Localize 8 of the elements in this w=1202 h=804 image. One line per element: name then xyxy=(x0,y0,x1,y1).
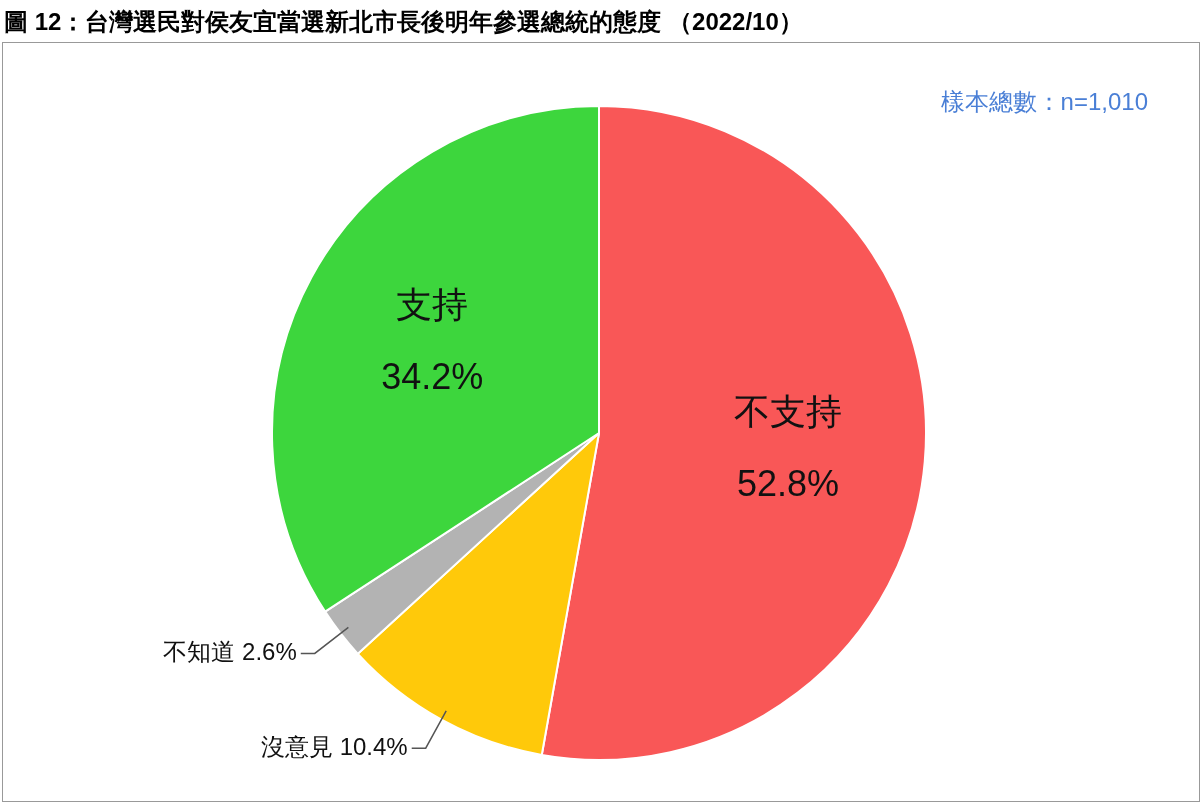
chart-title: 圖 12：台灣選民對侯友宜當選新北市長後明年參選總統的態度 （2022/10） xyxy=(4,7,803,37)
slice-label: 不知道 2.6% xyxy=(163,638,297,666)
slice-label: 沒意見 10.4% xyxy=(260,732,408,760)
slice-label: 不支持 xyxy=(733,390,842,432)
data-label: 52.8% xyxy=(736,462,839,504)
data-label: 34.2% xyxy=(381,355,484,397)
slice-label: 支持 xyxy=(396,283,469,325)
text: 樣本總數：n=1,010 xyxy=(940,87,1148,115)
